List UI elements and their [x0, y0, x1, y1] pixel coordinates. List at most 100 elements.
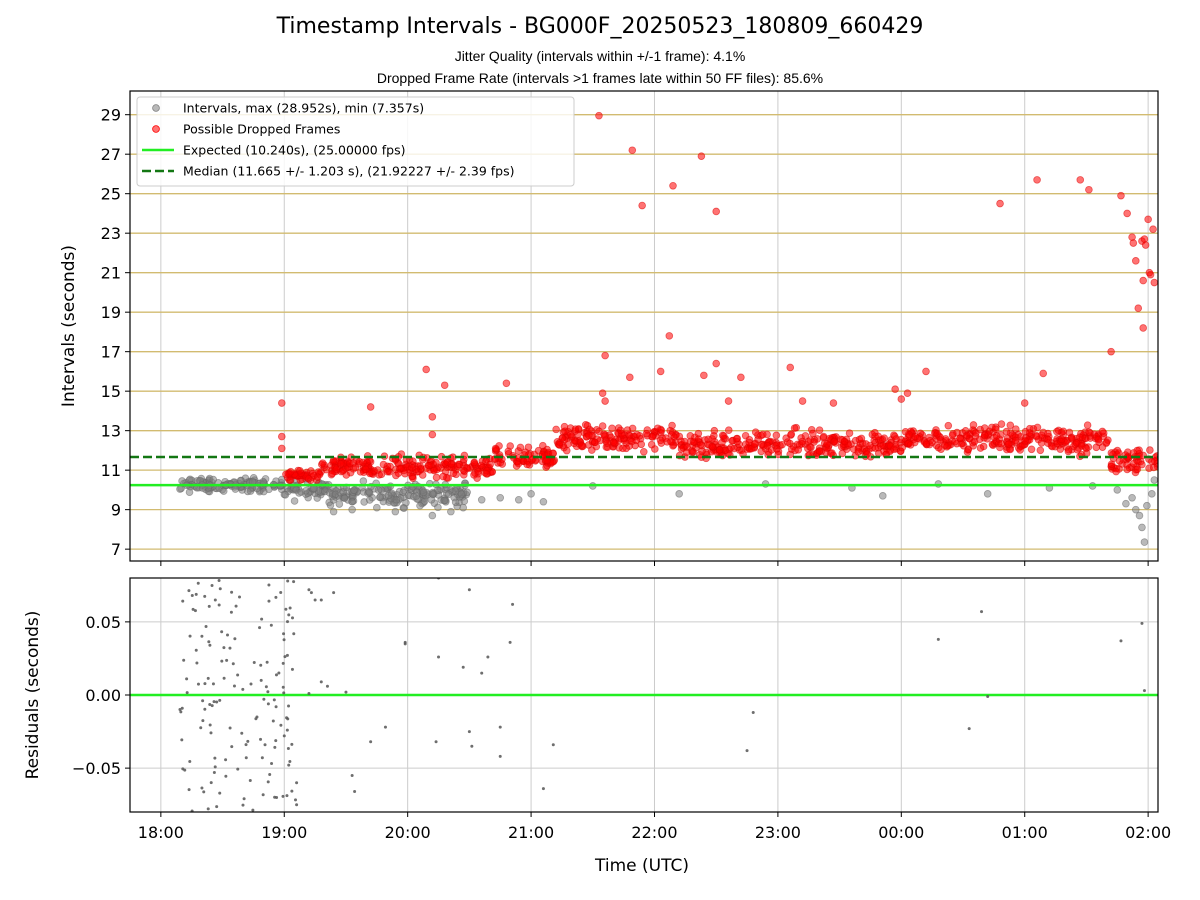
dropped-frame-point: [772, 431, 781, 440]
residual-point: [313, 598, 317, 602]
residual-point: [751, 711, 755, 715]
residual-point: [201, 719, 205, 723]
dropped-frame-point: [962, 431, 971, 440]
residual-point: [286, 579, 290, 583]
residual-point: [745, 749, 749, 753]
residual-point: [263, 743, 267, 747]
residual-point: [209, 731, 213, 735]
dropped-frame-point: [409, 457, 417, 465]
top-y-tick-label: 19: [101, 303, 121, 322]
residual-point: [180, 706, 184, 710]
dropped-frame-point: [718, 438, 726, 447]
residual-point: [272, 698, 276, 702]
residual-point: [187, 788, 191, 792]
residual-point: [277, 671, 281, 675]
dropped-frame-point: [598, 389, 607, 397]
residual-point: [292, 580, 296, 584]
residual-point: [193, 609, 197, 613]
dropped-frame-point: [854, 448, 863, 456]
residual-point: [508, 640, 512, 644]
interval-point: [428, 511, 437, 520]
dropped-frame-point: [948, 431, 957, 440]
residual-point: [258, 626, 262, 630]
dropped-frame-point: [906, 441, 915, 449]
dropped-frame-point: [786, 363, 795, 372]
dropped-frame-point: [1085, 185, 1093, 194]
residual-point: [190, 809, 194, 812]
residual-point: [206, 676, 210, 680]
residual-point: [295, 803, 299, 807]
dropped-frame-point: [459, 466, 468, 475]
residual-point: [199, 726, 203, 730]
dropped-frame-point: [1053, 427, 1061, 436]
dropped-frame-point: [359, 458, 367, 467]
interval-point: [459, 503, 468, 512]
dropped-frame-point: [798, 397, 807, 405]
dropped-frame-point: [1044, 429, 1052, 438]
residual-point: [202, 790, 206, 794]
residual-point: [196, 682, 200, 686]
residual-point: [269, 623, 273, 627]
residual-point: [196, 581, 200, 585]
residual-point: [319, 680, 323, 684]
residual-point: [246, 739, 250, 743]
residual-point: [307, 588, 311, 592]
dropped-frame-point: [1016, 446, 1024, 454]
residual-point: [1140, 621, 1144, 625]
dropped-frame-point: [432, 473, 441, 482]
top-y-tick-label: 21: [101, 264, 121, 283]
dropped-frame-point: [585, 431, 593, 440]
dropped-frame-point: [840, 437, 849, 446]
bottom-y-tick-label: −0.05: [72, 759, 121, 778]
residual-point: [188, 760, 192, 764]
residual-point: [332, 591, 336, 595]
dropped-frame-point: [1027, 445, 1036, 454]
interval-point: [434, 503, 442, 512]
dropped-frame-point: [956, 434, 964, 443]
residual-point: [267, 599, 271, 603]
dropped-frame-point: [1148, 457, 1156, 466]
residual-point: [285, 794, 289, 798]
residual-point: [188, 634, 192, 638]
dropped-frame-point: [708, 442, 716, 451]
dropped-frame-point: [809, 429, 817, 438]
residual-point: [287, 763, 291, 767]
dropped-frame-point: [823, 440, 831, 448]
residual-point: [178, 707, 182, 711]
residual-point: [511, 602, 515, 606]
dropped-frame-point: [394, 469, 403, 478]
interval-point: [447, 507, 455, 516]
residual-point: [284, 607, 288, 611]
residual-point: [936, 637, 940, 641]
dropped-frame-point: [432, 458, 440, 467]
residual-point: [190, 593, 194, 597]
residual-point: [467, 588, 471, 592]
dropped-frame-point: [370, 466, 378, 475]
dropped-frame-point: [845, 429, 854, 437]
dropped-frame-point: [1115, 457, 1124, 465]
interval-point: [1113, 486, 1122, 494]
residual-point: [185, 677, 189, 681]
dropped-frame-point: [675, 432, 684, 441]
residual-point: [181, 599, 185, 603]
dropped-frame-point: [992, 432, 1001, 440]
residual-point: [309, 591, 313, 595]
dropped-frame-point: [750, 440, 759, 448]
residual-point: [201, 699, 205, 703]
top-y-tick-label: 7: [111, 540, 121, 559]
dropped-frame-point: [560, 422, 569, 431]
dropped-frame-point: [996, 199, 1004, 208]
dropped-frame-point: [1131, 257, 1140, 265]
residual-point: [282, 734, 286, 738]
dropped-frame-point: [449, 469, 458, 478]
dropped-frame-point: [286, 467, 295, 476]
interval-point: [384, 491, 393, 500]
dropped-frame-point: [1129, 459, 1138, 468]
interval-point: [1138, 523, 1146, 532]
interval-point: [878, 492, 887, 500]
interval-point: [400, 504, 408, 512]
residual-point: [986, 694, 990, 698]
interval-point: [329, 507, 338, 516]
residual-point: [200, 634, 204, 638]
top-y-axis-label: Intervals (seconds): [59, 245, 79, 407]
